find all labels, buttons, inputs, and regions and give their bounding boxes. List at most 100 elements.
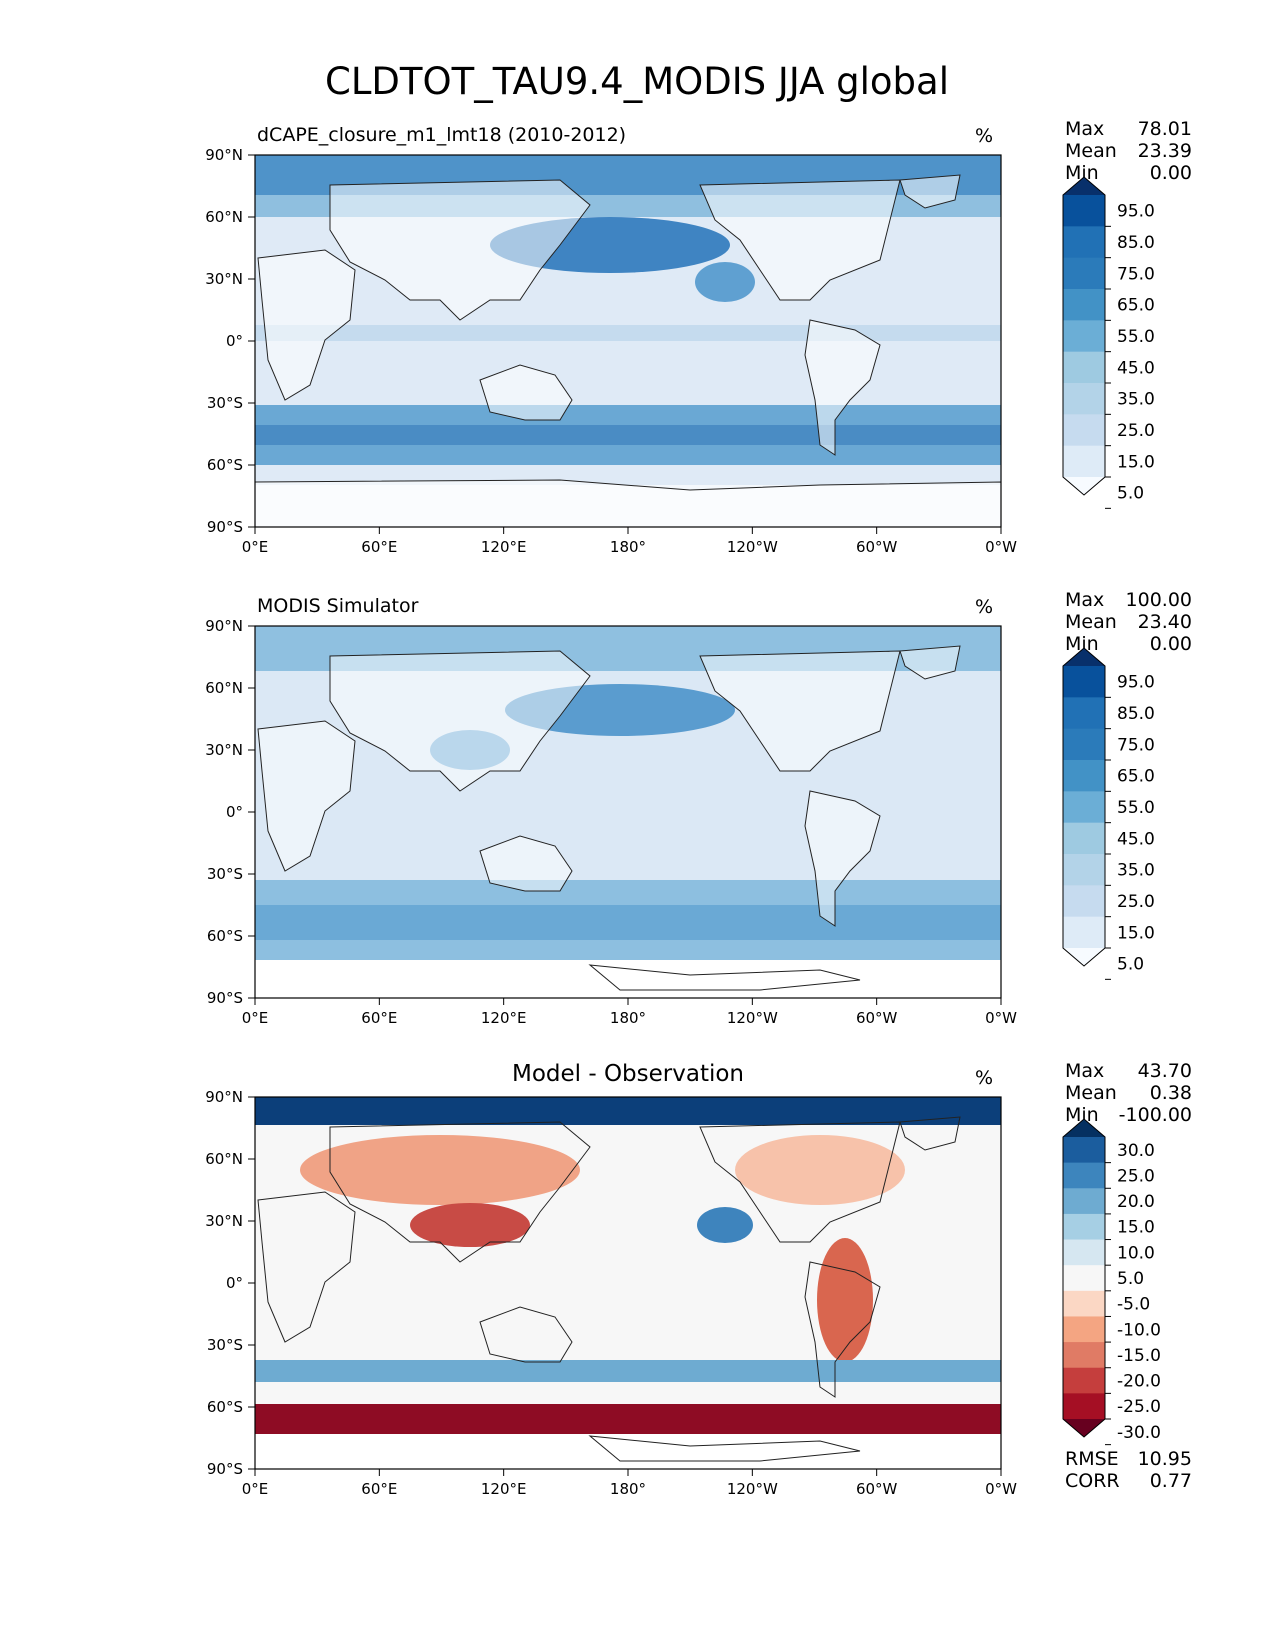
stat-value: 0.00 (1150, 633, 1192, 655)
greenland-outline (899, 174, 961, 209)
x-tick-label: 0°W (985, 538, 1017, 556)
stat-label: Min (1065, 633, 1099, 655)
panel-title: MODIS Simulator (257, 595, 419, 617)
colorbar-label: 85.0 (1117, 233, 1155, 253)
y-tick-label: 30°S (207, 394, 243, 412)
colorbar-label: 35.0 (1117, 390, 1155, 410)
colorbar-segment (1063, 1162, 1105, 1189)
colorbar-label: 25.0 (1117, 421, 1155, 441)
y-tick-label: 0° (226, 803, 243, 821)
tick-marks (248, 1096, 1002, 1476)
y-tick-label: 60°N (205, 1150, 243, 1168)
colorbar-segment (1063, 1367, 1105, 1394)
colorbar-label: 75.0 (1117, 264, 1155, 284)
eurasia-outline (329, 179, 591, 321)
x-tick-label: 120°W (727, 538, 778, 556)
x-tick-label: 180° (610, 1009, 646, 1027)
colorbar-label: 15.0 (1117, 452, 1155, 472)
stat-label: Max (1065, 1060, 1104, 1082)
stat-value: 43.70 (1138, 1060, 1192, 1082)
eurasia-outline (329, 650, 591, 792)
map-field (255, 1097, 1001, 1469)
y-tick-label: 60°N (205, 208, 243, 226)
colorbar-segment (1063, 226, 1105, 259)
stat-value: 0.38 (1150, 1082, 1192, 1104)
colorbar-label: 25.0 (1117, 1166, 1155, 1186)
colorbar-label: 65.0 (1117, 767, 1155, 787)
stat-label: Mean (1065, 140, 1117, 162)
colorbar-segment (1063, 414, 1105, 447)
colorbar-segment (1063, 854, 1105, 886)
x-tick-label: 60°E (361, 538, 397, 556)
colorbar-label: -30.0 (1117, 1423, 1161, 1443)
y-axis-ticks: 90°N 60°N 30°N 0° 30°S 60°S 90°S (205, 617, 243, 1007)
stat-value: 23.40 (1138, 611, 1192, 633)
colorbar-label: 5.0 (1117, 955, 1144, 975)
y-tick-label: 60°S (207, 456, 243, 474)
panel-title: Model - Observation (512, 1061, 744, 1087)
colorbar-label: -25.0 (1117, 1397, 1161, 1417)
x-tick-label: 120°E (481, 538, 527, 556)
stat-value: 0.00 (1150, 162, 1192, 184)
colorbar-label: 15.0 (1117, 1218, 1155, 1238)
y-tick-label: 60°N (205, 679, 243, 697)
colorbar-label: 35.0 (1117, 861, 1155, 881)
california-positive-region (697, 1207, 753, 1243)
colorbar-extend-min (1063, 1419, 1105, 1437)
x-tick-label: 60°W (856, 1009, 898, 1027)
y-tick-label: 90°N (205, 1088, 243, 1106)
north-america-outline (699, 179, 901, 301)
stat-label: Max (1065, 589, 1104, 611)
australia-outline (479, 364, 573, 421)
rmse-value: 10.95 (1138, 1448, 1192, 1470)
colorbar-segment (1063, 1316, 1105, 1343)
units-label: % (975, 596, 993, 618)
colorbar-label: -5.0 (1117, 1295, 1150, 1315)
panel-test-model: dCAPE_closure_m1_lmt18 (2010-2012) % 90°… (205, 118, 1192, 556)
x-tick-label: 0°W (985, 1009, 1017, 1027)
colorbar-label: 30.0 (1117, 1141, 1155, 1161)
panel-observation: MODIS Simulator % 90°N 60°N 30°N 0° 30 (205, 589, 1192, 1027)
y-tick-label: 30°N (205, 270, 243, 288)
stat-label: Min (1065, 162, 1099, 184)
stat-value: 78.01 (1138, 118, 1192, 140)
colorbar-segment (1063, 1188, 1105, 1215)
colorbar-extend-max (1063, 177, 1105, 195)
colorbar-segment (1063, 666, 1105, 698)
colorbar-label: 45.0 (1117, 358, 1155, 378)
colorbar-segment (1063, 728, 1105, 761)
x-axis-ticks: 0°E 60°E 120°E 180° 120°W 60°W 0°W (242, 1009, 1017, 1027)
coastlines (257, 645, 961, 991)
x-tick-label: 0°E (242, 1009, 269, 1027)
colorbar: 30.0 25.0 20.0 15.0 10.0 5.0 -5.0 -10.0 -15.0 -20… (1062, 1118, 1161, 1446)
colorbar-label: -20.0 (1117, 1372, 1161, 1392)
colorbar-segment (1063, 1342, 1105, 1369)
colorbar-segment (1063, 1213, 1105, 1241)
stat-value: 23.39 (1138, 140, 1192, 162)
colorbar-label: 5.0 (1117, 484, 1144, 504)
colorbar-label: -10.0 (1117, 1320, 1161, 1340)
y-tick-label: 90°S (207, 989, 243, 1007)
australia-outline (479, 835, 573, 892)
colorbar-segment (1063, 1290, 1105, 1317)
colorbar: 95.0 85.0 75.0 65.0 55.0 45.0 35.0 25.0 15.0 5.0 (1062, 176, 1155, 509)
greenland-outline (899, 645, 961, 680)
panel-stats: Max 78.01 Mean 23.39 Min 0.00 (1065, 118, 1192, 184)
colorbar-label: 85.0 (1117, 704, 1155, 724)
colorbar-segment (1063, 697, 1105, 730)
stat-label: Mean (1065, 611, 1117, 633)
rmse-label: RMSE (1065, 1448, 1119, 1470)
y-tick-label: 90°N (205, 146, 243, 164)
colorbar-label: 55.0 (1117, 327, 1155, 347)
colorbar-segment (1063, 289, 1105, 321)
figure-title: CLDTOT_TAU9.4_MODIS JJA global (325, 60, 949, 103)
colorbar-segment (1063, 1393, 1105, 1420)
tick-marks (248, 625, 1002, 1005)
southern-ocean-positive-band (255, 1360, 1001, 1382)
y-tick-label: 0° (226, 1274, 243, 1292)
y-axis-ticks: 90°N 60°N 30°N 0° 30°S 60°S 90°S (205, 1088, 243, 1478)
south-america-outline (804, 1261, 881, 1398)
panel-difference: Model - Observation % 90°N 60°N (205, 1060, 1192, 1498)
panel-stats: Max 100.00 Mean 23.40 Min 0.00 (1065, 589, 1192, 655)
